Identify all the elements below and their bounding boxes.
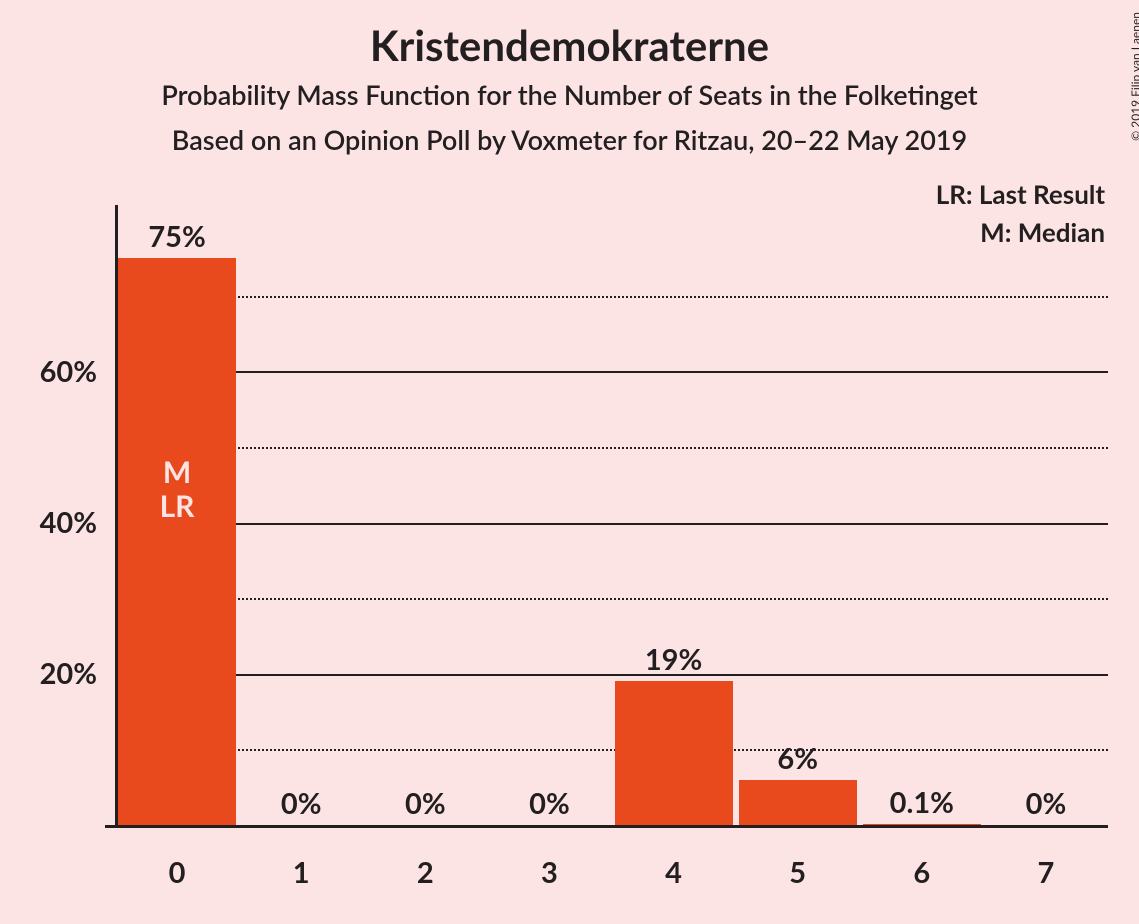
chart-subtitle-1: Probability Mass Function for the Number… — [0, 78, 1139, 111]
x-tick-label: 5 — [736, 855, 860, 890]
bar — [615, 681, 733, 825]
bar-value-label: 19% — [612, 642, 736, 677]
y-tick-label: 60% — [0, 354, 97, 389]
x-tick-label: 7 — [984, 855, 1108, 890]
legend-last-result: LR: Last Result — [936, 178, 1105, 210]
chart-title: Kristendemokraterne — [0, 20, 1139, 70]
bar-value-label: 0% — [487, 786, 611, 821]
bar — [739, 780, 857, 825]
chart-subtitle-2: Based on an Opinion Poll by Voxmeter for… — [0, 123, 1139, 156]
bar-value-label: 0% — [984, 786, 1108, 821]
bar-value-label: 0% — [363, 786, 487, 821]
x-tick-label: 0 — [115, 855, 239, 890]
gridline-minor — [115, 296, 1108, 298]
bar-value-label: 0% — [239, 786, 363, 821]
plot-area: 75%0%0%0%19%6%0.1%0%M LR — [115, 220, 1108, 825]
bar-value-label: 6% — [736, 741, 860, 776]
copyright-text: © 2019 Filip van Laenen — [1128, 12, 1139, 141]
y-tick-label: 40% — [0, 505, 97, 540]
bar-value-label: 75% — [115, 219, 239, 254]
bar — [118, 258, 236, 825]
x-tick-label: 4 — [612, 855, 736, 890]
x-tick-label: 2 — [363, 855, 487, 890]
gridline-major — [115, 371, 1108, 373]
gridline-major — [115, 523, 1108, 525]
chart-canvas: Kristendemokraterne Probability Mass Fun… — [0, 0, 1139, 924]
x-tick-label: 3 — [487, 855, 611, 890]
x-tick-label: 1 — [239, 855, 363, 890]
y-axis-line — [115, 205, 118, 828]
bar-value-label: 0.1% — [860, 785, 984, 820]
y-tick-label: 20% — [0, 656, 97, 691]
bar-inner-label: M LR — [118, 455, 236, 524]
x-tick-label: 6 — [860, 855, 984, 890]
gridline-minor — [115, 447, 1108, 449]
x-axis-line — [105, 825, 1108, 828]
gridline-minor — [115, 749, 1108, 751]
gridline-minor — [115, 598, 1108, 600]
